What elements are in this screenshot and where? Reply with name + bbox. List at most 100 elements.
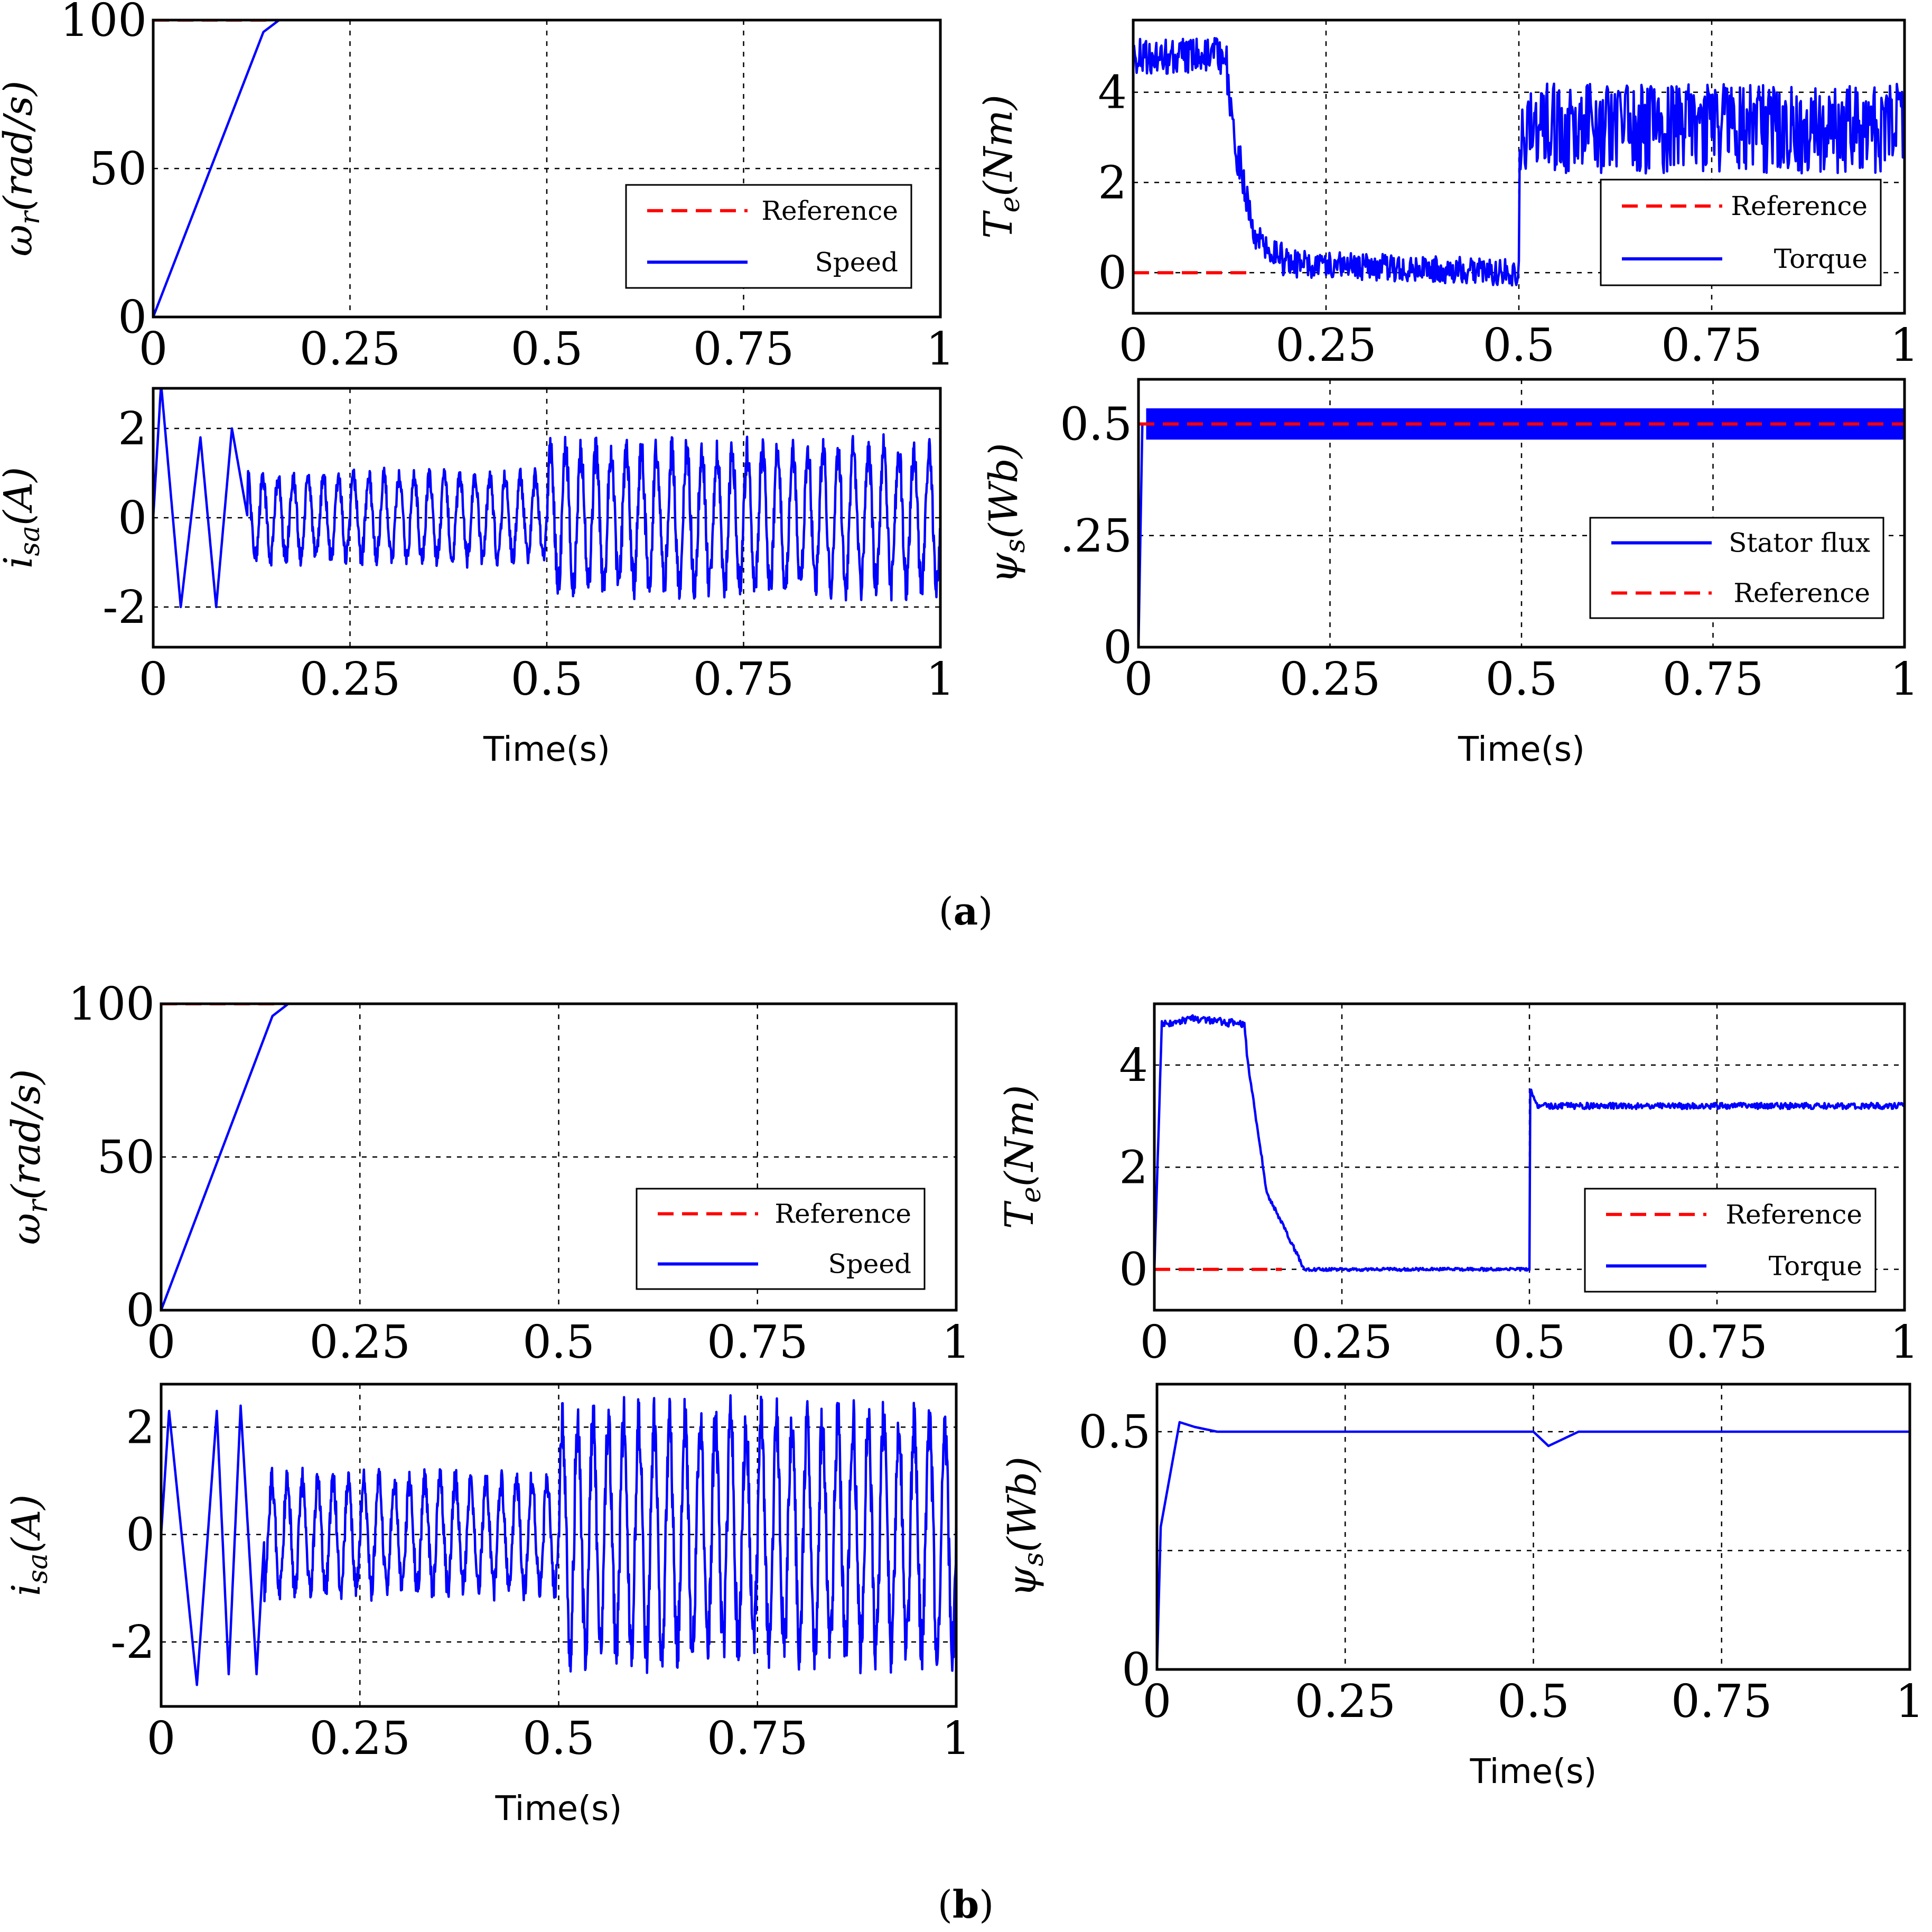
- x-tick-label: 0.5: [1494, 1316, 1566, 1369]
- legend-label: Reference: [761, 195, 898, 226]
- x-tick-label: 0.75: [693, 653, 794, 706]
- y-tick-label: 0.5: [1078, 1406, 1151, 1459]
- y-tick-label: .25: [1060, 510, 1132, 563]
- y-tick-label: -2: [102, 581, 147, 634]
- y-tick-label: 0: [118, 492, 147, 545]
- legend-label: Torque: [1769, 1250, 1862, 1281]
- series-line-speed: [153, 20, 940, 317]
- y-tick-label: 0: [126, 1284, 155, 1337]
- y-axis-label: isa(A): [0, 467, 46, 569]
- x-tick-label: 0.75: [707, 1316, 808, 1369]
- series-group: [161, 1004, 956, 1310]
- y-tick-label: 0: [118, 291, 147, 344]
- x-tick-label: 0.5: [1483, 319, 1555, 372]
- chart-b-current: 0 0.25 0.5 0.75 1 -2 0 2 isa(A) Time(s): [4, 1383, 971, 1828]
- y-tick-label: 2: [1119, 1141, 1148, 1194]
- x-tick-label: 0.75: [693, 323, 794, 376]
- x-tick-label: 0: [147, 1712, 176, 1765]
- series-group: [153, 388, 940, 609]
- y-axis-label: Te(Nm): [997, 1085, 1047, 1229]
- y-axis-label: Te(Nm): [976, 95, 1026, 239]
- plot-frame: [160, 1002, 958, 1312]
- series-group: [153, 20, 940, 317]
- x-tick-label: 0.5: [1486, 653, 1558, 706]
- chart-a-flux: 0 0.25 0.5 0.75 10.250.5ψs(Wb)Time(s)Stator …: [981, 378, 1919, 769]
- x-tick-label: 0.75: [1671, 1675, 1772, 1728]
- y-tick-label: 50: [97, 1131, 155, 1184]
- series-line-stator-flux: [1157, 1421, 1910, 1669]
- y-tick-label: 0: [1122, 1644, 1151, 1696]
- chart-a-speed: 0 0.25 0.5 0.75 1 0 50 100 ωr(rad/s) Reference Spe…: [0, 0, 955, 376]
- caption-b: (b): [938, 1882, 994, 1927]
- x-axis-label: Time(s): [483, 730, 610, 769]
- legend: Reference Torque: [1600, 179, 1882, 286]
- legend-label: Reference: [774, 1199, 911, 1229]
- x-tick-label: 0.75: [1661, 319, 1762, 372]
- x-tick-label: 0.5: [511, 323, 583, 376]
- y-tick-label: 0.5: [1060, 398, 1132, 451]
- x-tick-label: 1: [926, 653, 955, 706]
- legend-box: [625, 184, 912, 289]
- x-tick-label: 1: [1890, 1316, 1919, 1369]
- plot-frame: [1132, 18, 1906, 315]
- x-tick-label: 0.75: [707, 1712, 808, 1765]
- x-tick-label: 0.25: [300, 653, 400, 706]
- y-tick-label: 2: [1098, 156, 1127, 209]
- legend-box: [1584, 1188, 1877, 1293]
- plot-frame: [1153, 1002, 1906, 1312]
- series-line-speed: [161, 1004, 956, 1310]
- series-group: [1133, 36, 1905, 287]
- y-tick-label: 2: [118, 403, 147, 455]
- x-tick-label: 0.25: [310, 1712, 410, 1765]
- x-tick-label: 1: [942, 1712, 971, 1765]
- x-axis-label: Time(s): [495, 1789, 622, 1828]
- x-tick-label: 0: [1140, 1316, 1169, 1369]
- series-line-torque: [1154, 1014, 1905, 1272]
- legend: Reference Torque: [1584, 1188, 1877, 1293]
- y-axis-label: ψs(Wb): [981, 443, 1031, 584]
- x-tick-label: 0.25: [1280, 653, 1380, 706]
- x-tick-label: 1: [926, 323, 955, 376]
- x-tick-label: 0.25: [1275, 319, 1376, 372]
- legend-box: [1600, 179, 1882, 286]
- legend-label: Reference: [1731, 191, 1868, 221]
- x-tick-label: 0: [1143, 1675, 1172, 1728]
- y-tick-label: 100: [68, 978, 155, 1031]
- plot-frame: [152, 18, 942, 319]
- caption-a: (a): [939, 889, 993, 934]
- chart-b-speed: 0 0.25 0.5 0.75 1 0 50 100 ωr(rad/s) Reference Spe…: [4, 978, 970, 1369]
- plot-frame: [1155, 1383, 1911, 1671]
- x-tick-label: 0.5: [511, 653, 583, 706]
- series-line-isa: [153, 388, 940, 609]
- legend-label: Reference: [1725, 1199, 1862, 1230]
- x-tick-label: 0: [139, 653, 168, 706]
- y-tick-label: 2: [126, 1401, 155, 1454]
- legend-box: [1589, 517, 1884, 619]
- chart-b-torque: 0 0.25 0.5 0.75 1 0 2 4 Te(Nm) Reference Torque: [997, 1002, 1919, 1369]
- x-tick-label: 1: [942, 1316, 971, 1369]
- x-tick-label: 1: [1890, 653, 1919, 706]
- x-tick-label: 0.25: [1295, 1675, 1396, 1728]
- x-tick-label: 0.25: [1291, 1316, 1392, 1369]
- legend-label: Speed: [828, 1249, 911, 1280]
- x-tick-label: 0.75: [1663, 653, 1763, 706]
- legend-label: Reference: [1733, 578, 1870, 609]
- x-tick-label: 0: [147, 1316, 176, 1369]
- y-tick-label: 0: [1098, 247, 1127, 300]
- x-axis-label: Time(s): [1470, 1752, 1597, 1791]
- y-tick-label: 4: [1119, 1039, 1148, 1092]
- legend-label: Speed: [815, 247, 898, 277]
- x-tick-label: 0: [1119, 319, 1148, 372]
- plot-frame: [1137, 378, 1906, 649]
- x-tick-label: 0.25: [310, 1316, 410, 1369]
- chart-a-current: 0 0.25 0.5 0.75 1 -2 0 2 isa(A) Time(s): [0, 387, 955, 769]
- y-axis-label: isa(A): [4, 1495, 54, 1597]
- x-tick-label: 1: [1890, 319, 1919, 372]
- legend-box: [636, 1188, 926, 1290]
- plot-frame: [160, 1383, 958, 1708]
- y-axis-label: ωr(rad/s): [4, 1069, 54, 1245]
- y-tick-label: 50: [89, 143, 147, 195]
- x-tick-label: 0.5: [1497, 1675, 1570, 1728]
